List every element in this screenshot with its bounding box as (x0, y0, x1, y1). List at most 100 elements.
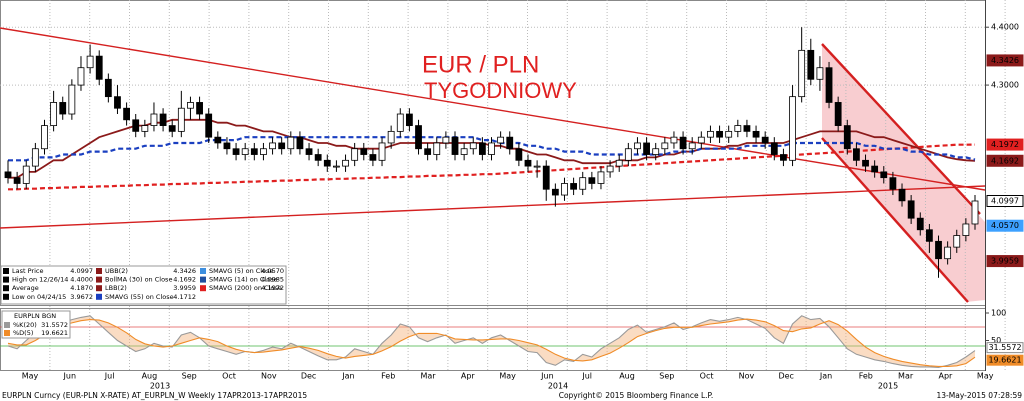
y-tick-label: 4.3000 (991, 81, 1019, 90)
candle-body (834, 102, 842, 126)
y-tick-label: 4.4000 (991, 23, 1019, 32)
candle-body (971, 200, 979, 225)
candle-body (260, 148, 267, 155)
oscillator-flag-label: 19.6621 (988, 356, 1021, 365)
candle-body (177, 107, 185, 132)
candle-body (807, 49, 815, 80)
x-tick-label: Oct (222, 372, 236, 381)
candle-body (114, 96, 121, 109)
moving-average (8, 143, 976, 191)
legend-value: 3.9959 (173, 284, 196, 292)
price-flag-label: 4.0570 (991, 221, 1019, 230)
price-flag-label: 4.1692 (991, 156, 1019, 165)
legend-swatch (200, 285, 206, 292)
candle-body (843, 125, 851, 150)
candle-body (953, 235, 961, 248)
candle-body (59, 102, 67, 115)
candle-body (697, 136, 705, 144)
candle-body (241, 148, 249, 155)
chart-title: EUR / PLN (422, 51, 539, 78)
candle-body (725, 130, 733, 138)
price-flag-label: 4.3426 (991, 56, 1019, 65)
legend-label: Low on 04/24/15 (12, 293, 66, 301)
candle-body (624, 148, 632, 161)
candle-body (159, 113, 167, 126)
candle-body (816, 67, 824, 80)
year-label: 2014 (548, 382, 568, 391)
candle-body (935, 240, 942, 260)
candle-body (141, 125, 149, 132)
oscillator-line (7, 318, 976, 367)
candle-body (460, 148, 468, 155)
channel-fill (822, 44, 985, 302)
x-tick-label: Dec (301, 372, 316, 381)
candle-body (41, 125, 48, 150)
candle-body (944, 246, 952, 260)
x-tick-label: Jan (819, 372, 832, 381)
candle-body (679, 136, 687, 150)
candle-body (770, 142, 778, 155)
x-tick-label: Aug (619, 372, 635, 381)
candle-body (360, 148, 368, 155)
candle-body (95, 55, 103, 80)
candle-body (232, 148, 240, 155)
candle-body (734, 125, 742, 132)
legend-swatch (3, 285, 9, 292)
oscillator-flag (986, 342, 1024, 354)
moving-average (8, 136, 976, 162)
price-flag-label: 4.0997 (991, 196, 1019, 205)
candle-body (86, 55, 94, 69)
x-tick-label: Nov (739, 372, 755, 381)
channel-line (821, 43, 981, 215)
x-tick-label: Feb (859, 372, 873, 381)
legend-label: SMAVG (5) on Close (209, 267, 273, 275)
candle-body (433, 142, 441, 155)
candle-body (287, 136, 295, 150)
legend-value: 4.0570 (261, 267, 284, 275)
candle-body (296, 136, 304, 150)
candle-body (451, 136, 459, 155)
candle-body (369, 154, 377, 161)
trend-line (0, 27, 986, 191)
candle-body (916, 217, 924, 231)
candle-body (661, 142, 669, 150)
legend-swatch (96, 293, 102, 300)
year-label: 2013 (150, 382, 170, 391)
legend-value: 3.9672 (70, 293, 93, 301)
candle-body (396, 113, 404, 132)
footer-left: EURPLN Curncy (EUR-PLN X-RATE) AT_EURPLN… (2, 391, 307, 400)
candle-body (187, 102, 194, 109)
candle-body (761, 136, 769, 144)
legend-swatch (200, 268, 206, 274)
candle-body (524, 159, 532, 167)
legend-swatch (4, 322, 10, 328)
candle-body (743, 125, 751, 132)
legend-swatch (3, 276, 9, 283)
candle-body (250, 148, 258, 155)
candle-body (478, 142, 486, 155)
candle-body (579, 177, 587, 190)
candle-body (13, 177, 21, 184)
candle-body (488, 142, 495, 155)
year-label: 2015 (878, 382, 898, 391)
x-tick-label: Feb (381, 372, 395, 381)
candle-body (707, 130, 714, 138)
candle-body (305, 148, 313, 155)
price-flag-label: 4.1972 (991, 140, 1019, 149)
price-flag (986, 194, 1024, 207)
candle-body (168, 125, 176, 132)
x-tick-label: Jul (581, 372, 592, 381)
oscillator-flag-label: 31.5572 (988, 343, 1021, 352)
x-tick-label: Oct (700, 372, 714, 381)
candle-body (497, 136, 505, 144)
candle-body (323, 159, 331, 167)
candle-body (378, 142, 386, 161)
candle-body (853, 148, 860, 161)
legend-value: 4.0985 (261, 276, 284, 284)
candle-body (643, 142, 650, 155)
legend-swatch (96, 276, 102, 283)
price-flag (986, 138, 1024, 151)
legend-label: SMAVG (200) on Close (209, 284, 282, 292)
candle-body (196, 102, 203, 115)
